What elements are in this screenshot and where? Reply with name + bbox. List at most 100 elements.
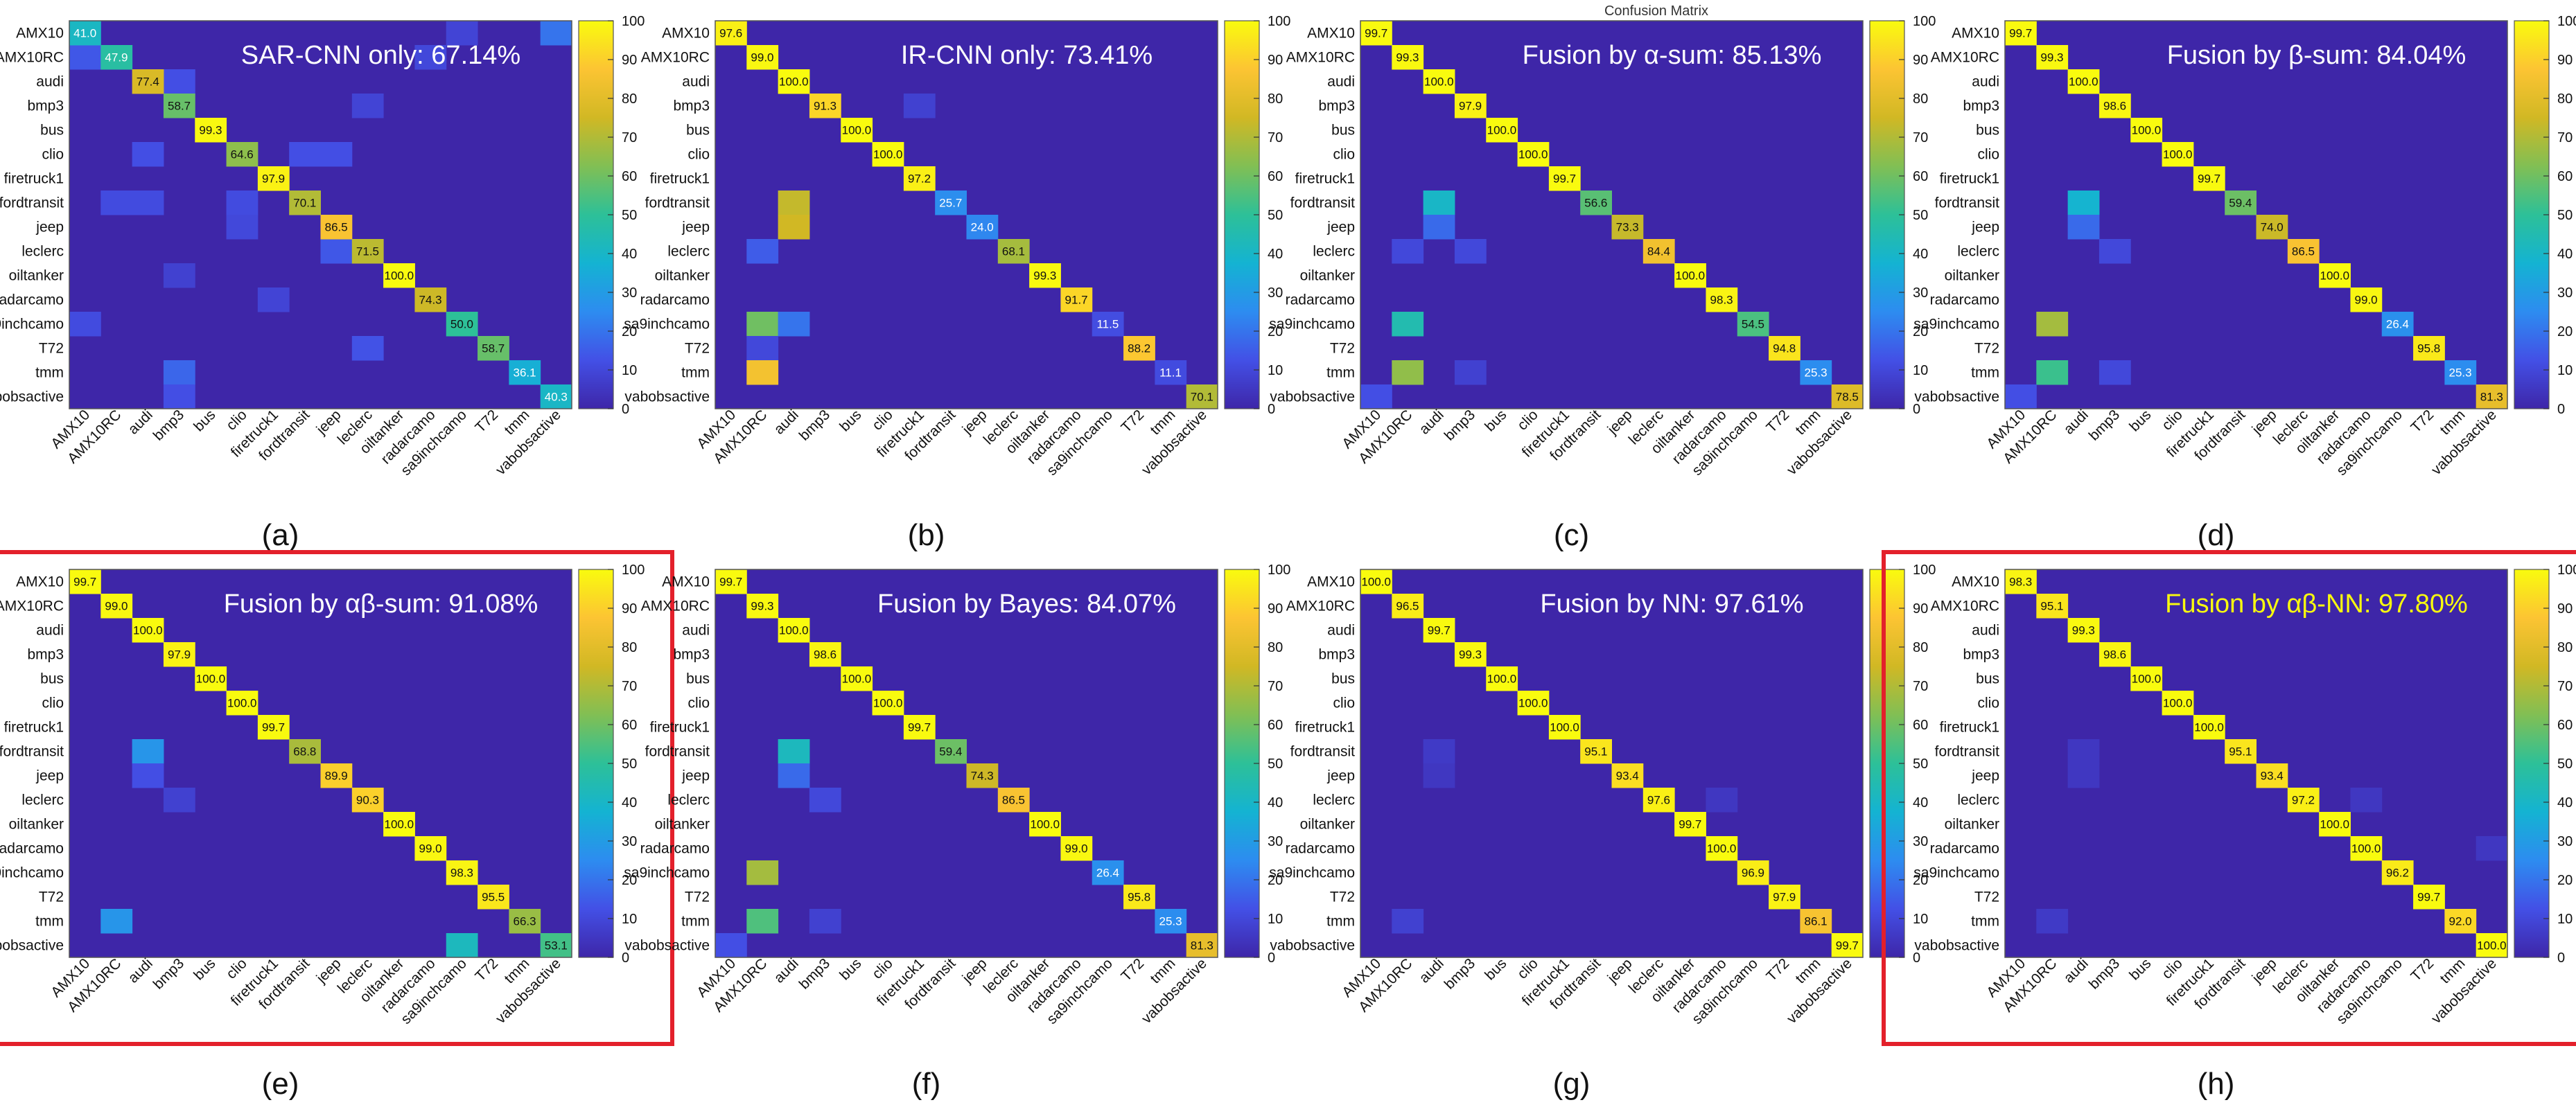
diagonal-cell xyxy=(1674,263,1706,288)
y-tick-label: radarcamo xyxy=(1286,292,1355,308)
colorbar-tick-label: 90 xyxy=(1913,601,1928,617)
diagonal-value-label: 81.3 xyxy=(2480,391,2503,404)
diagonal-value-label: 94.8 xyxy=(1773,342,1796,355)
colorbar xyxy=(1869,20,1905,409)
y-tick-label: firetruck1 xyxy=(4,171,64,187)
diagonal-value-label: 100.0 xyxy=(2163,148,2193,161)
panel-title: Fusion by β-sum: 84.04% xyxy=(2167,41,2467,70)
matrix-frame xyxy=(715,20,1218,409)
colorbar-tick-label: 50 xyxy=(622,756,637,772)
y-tick-label: radarcamo xyxy=(640,292,710,308)
diagonal-value-label: 100.0 xyxy=(2163,697,2193,710)
colorbar-tick-label: 100 xyxy=(622,14,645,29)
diagonal-value-label: 64.6 xyxy=(231,148,254,161)
diagonal-value-label: 97.9 xyxy=(168,648,191,662)
colorbar-tick-label: 10 xyxy=(2557,912,2573,927)
y-tick-label: firetruck1 xyxy=(650,171,710,187)
colorbar-tick-label: 60 xyxy=(2557,169,2573,184)
panel-caption: (c) xyxy=(1554,518,1589,552)
diagonal-value-label: 24.0 xyxy=(971,221,994,234)
diagonal-value-label: 100.0 xyxy=(133,624,163,637)
diagonal-value-label: 91.7 xyxy=(1065,294,1088,307)
y-tick-label: leclerc xyxy=(667,792,710,808)
diagonal-cell xyxy=(2350,836,2383,861)
y-tick-label: sa9inchcamo xyxy=(0,865,64,881)
y-tick-label: fordtransit xyxy=(1290,195,1356,211)
diagonal-value-label: 11.5 xyxy=(1096,318,1119,331)
off-diagonal-cell xyxy=(778,215,810,240)
colorbar-tick-label: 0 xyxy=(1913,402,1920,417)
off-diagonal-cell xyxy=(1423,191,1455,215)
diagonal-cell xyxy=(1548,166,1581,191)
off-diagonal-cell xyxy=(163,69,195,94)
diagonal-cell xyxy=(1186,384,1218,409)
y-tick-label: fordtransit xyxy=(0,195,64,211)
colorbar-tick-label: 20 xyxy=(1268,324,1283,339)
off-diagonal-cell xyxy=(320,142,353,167)
y-tick-label: bus xyxy=(686,671,710,687)
y-tick-label: sa9inchcamo xyxy=(1269,317,1355,333)
y-tick-label: radarcamo xyxy=(640,841,710,857)
diagonal-value-label: 95.8 xyxy=(1128,891,1150,904)
diagonal-cell xyxy=(2444,909,2477,934)
colorbar-tick-label: 50 xyxy=(2557,756,2573,772)
y-tick-label: vabobsactive xyxy=(0,389,64,405)
diagonal-value-label: 100.0 xyxy=(2320,269,2350,283)
diagonal-cell xyxy=(1800,360,1832,385)
y-tick-label: bus xyxy=(1976,123,1999,139)
colorbar-tick-label: 10 xyxy=(1913,363,1928,378)
diagonal-value-label: 98.3 xyxy=(2009,576,2032,589)
diagonal-value-label: 99.0 xyxy=(105,600,128,613)
y-tick-label: audi xyxy=(1972,623,1999,639)
y-tick-label: vabobsactive xyxy=(1914,938,1999,954)
y-tick-label: oiltanker xyxy=(655,817,710,833)
colorbar-tick-label: 60 xyxy=(1913,718,1928,733)
diagonal-value-label: 99.7 xyxy=(2198,172,2220,186)
diagonal-cell xyxy=(477,885,509,910)
diagonal-value-label: 99.7 xyxy=(262,721,285,734)
y-tick-label: AMX10RC xyxy=(1931,50,1999,66)
highlight-frame xyxy=(1882,550,2576,1046)
y-tick-label: audi xyxy=(1327,623,1355,639)
colorbar-tick-label: 80 xyxy=(622,91,637,107)
off-diagonal-cell xyxy=(746,860,779,885)
off-diagonal-cell xyxy=(163,384,195,409)
diagonal-cell xyxy=(1360,569,1392,594)
colorbar-tick-label: 90 xyxy=(622,601,637,617)
y-tick-label: firetruck1 xyxy=(1295,720,1355,736)
y-tick-label: T72 xyxy=(1974,889,1999,905)
matrix-frame xyxy=(2004,20,2508,409)
diagonal-value-label: 70.1 xyxy=(293,197,316,210)
y-tick-label: clio xyxy=(1977,696,1999,711)
off-diagonal-cell xyxy=(132,142,164,167)
colorbar-tick-label: 10 xyxy=(622,363,637,378)
colorbar-tick-label: 70 xyxy=(1913,679,1928,694)
diagonal-cell xyxy=(351,239,384,264)
y-tick-label: firetruck1 xyxy=(1940,720,1999,736)
colorbar-tick-label: 0 xyxy=(2557,402,2565,417)
off-diagonal-cell xyxy=(1423,739,1455,764)
diagonal-cell xyxy=(1800,909,1832,934)
diagonal-cell xyxy=(2319,263,2351,288)
diagonal-value-label: 50.0 xyxy=(450,318,473,331)
diagonal-cell xyxy=(1454,642,1487,667)
diagonal-value-label: 92.0 xyxy=(2448,915,2471,928)
diagonal-cell xyxy=(2099,642,2131,667)
off-diagonal-cell xyxy=(1454,360,1487,385)
off-diagonal-cell xyxy=(778,191,810,215)
diagonal-cell xyxy=(2381,312,2414,337)
diagonal-cell xyxy=(2067,69,2100,94)
diagonal-cell xyxy=(903,166,936,191)
y-tick-label: firetruck1 xyxy=(1940,171,1999,187)
y-tick-label: leclerc xyxy=(667,244,710,260)
colorbar-tick-label: 60 xyxy=(1268,169,1283,184)
y-tick-label: leclerc xyxy=(1957,792,1999,808)
colorbar xyxy=(1869,569,1905,958)
diagonal-value-label: 100.0 xyxy=(2069,76,2099,89)
diagonal-cell xyxy=(715,569,747,594)
diagonal-value-label: 91.3 xyxy=(814,100,836,113)
y-tick-label: jeep xyxy=(1971,768,1999,784)
colorbar-tick-label: 10 xyxy=(622,912,637,927)
y-tick-label: clio xyxy=(1977,147,1999,163)
